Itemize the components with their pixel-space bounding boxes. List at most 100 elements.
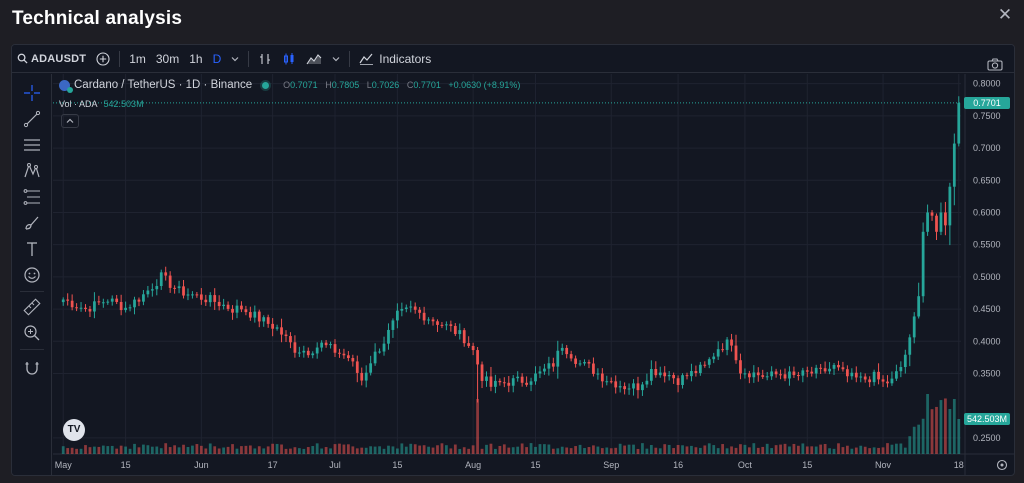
candle-body <box>930 212 934 216</box>
zoom-tool[interactable] <box>22 323 42 343</box>
candle-body <box>106 301 110 303</box>
volume-bar <box>694 447 698 454</box>
volume-bar <box>396 448 399 454</box>
candle-body <box>453 325 457 335</box>
volume-bar <box>266 446 270 454</box>
volume-bar <box>88 447 92 454</box>
ruler-tool[interactable] <box>22 297 42 317</box>
gear-icon[interactable] <box>996 458 1008 471</box>
candle-body <box>511 378 515 386</box>
candles-style-button[interactable] <box>277 45 301 73</box>
candle-body <box>467 343 471 346</box>
volume-bar <box>600 448 604 454</box>
candle-body <box>137 299 141 302</box>
volume-bar <box>106 446 110 454</box>
candle-body <box>142 294 145 302</box>
high-label: H <box>325 80 332 90</box>
volume-bar <box>333 444 337 454</box>
volume-bar <box>551 448 555 454</box>
candle-body <box>155 286 159 290</box>
volume-bar <box>538 444 542 454</box>
volume-bar <box>168 447 172 454</box>
volume-bar <box>837 443 840 454</box>
interval-d[interactable]: D <box>212 51 222 66</box>
symbol-search-button[interactable]: ADAUSDT <box>12 45 91 73</box>
fib-tool[interactable] <box>22 187 42 207</box>
emoji-tool[interactable] <box>22 265 42 285</box>
candle-body <box>222 304 226 307</box>
indicators-button[interactable]: Indicators <box>354 45 436 73</box>
close-icon[interactable]: ✕ <box>997 5 1013 24</box>
ruler-icon <box>23 298 41 316</box>
volume-bar <box>440 443 444 454</box>
volume-bar <box>698 447 702 454</box>
candle-body <box>667 375 671 377</box>
volume-bar <box>275 443 279 454</box>
open-label: O <box>283 80 291 90</box>
pattern-tool[interactable] <box>22 161 42 181</box>
candle-body <box>903 354 907 368</box>
candle-body <box>534 373 537 382</box>
price-chart[interactable]: 0.8000 0.7500 0.7000 0.6500 0.6000 0.5500 0.50… <box>53 74 1014 475</box>
volume-bar <box>320 448 324 454</box>
candle-body <box>297 352 301 354</box>
volume-bar <box>355 448 359 454</box>
volume-bar <box>547 444 551 454</box>
volume-bar <box>311 446 315 454</box>
candle-body <box>213 295 217 302</box>
snapshot-button[interactable] <box>982 50 1008 78</box>
volume-bar <box>632 444 635 454</box>
volume-bar <box>422 445 426 454</box>
volume-bar <box>832 448 836 454</box>
candle-body <box>204 299 208 303</box>
volume-bar <box>445 445 448 454</box>
candle-body <box>101 302 105 304</box>
candle-body <box>516 376 520 379</box>
candle-body <box>324 342 328 346</box>
interval-30m[interactable]: 30m <box>155 51 180 66</box>
compare-button[interactable] <box>91 45 115 73</box>
text-tool[interactable] <box>22 239 42 259</box>
collapse-legend-button[interactable] <box>61 114 79 128</box>
candle-body <box>485 376 488 381</box>
candle-body <box>703 364 707 366</box>
brush-tool[interactable] <box>22 213 42 233</box>
interval-dropdown[interactable] <box>226 45 244 73</box>
trendline-tool[interactable] <box>22 109 42 129</box>
interval-1m[interactable]: 1m <box>129 51 146 66</box>
volume-bar <box>235 448 239 454</box>
tradingview-logo[interactable]: TV <box>63 419 85 441</box>
volume-bar <box>565 447 569 454</box>
candle-body <box>97 301 101 303</box>
candle-body <box>110 298 114 302</box>
crosshair-tool[interactable] <box>22 83 42 103</box>
indicators-icon <box>359 53 374 65</box>
volume-bar <box>101 445 105 454</box>
volume-bar <box>222 447 226 454</box>
crosshair-icon <box>24 85 40 101</box>
volume-bar <box>734 447 738 454</box>
volume-bar <box>115 448 119 454</box>
interval-1h[interactable]: 1h <box>189 51 203 66</box>
candle-body <box>948 186 952 226</box>
volume-bar <box>93 446 96 454</box>
candle-body <box>574 358 577 364</box>
candle-body <box>543 368 546 372</box>
volume-bar <box>494 448 497 454</box>
candle-body <box>525 382 528 385</box>
bar-style-button[interactable] <box>253 45 277 73</box>
volume-bar <box>681 445 684 454</box>
volume-bar <box>240 446 243 454</box>
candle-body <box>698 364 702 374</box>
volume-bar <box>556 448 560 454</box>
magnet-tool[interactable] <box>22 358 42 378</box>
candle-body <box>248 312 252 318</box>
area-style-button[interactable] <box>301 45 327 73</box>
candle-body <box>458 330 462 335</box>
volume-bar <box>142 444 145 454</box>
volume-bar <box>453 444 457 454</box>
x-tick-label: May <box>55 460 73 470</box>
horizontal-lines-tool[interactable] <box>22 135 42 155</box>
chart-style-dropdown[interactable] <box>327 45 345 73</box>
chart-area[interactable]: 0.8000 0.7500 0.7000 0.6500 0.6000 0.5500 0.50… <box>53 74 1014 475</box>
